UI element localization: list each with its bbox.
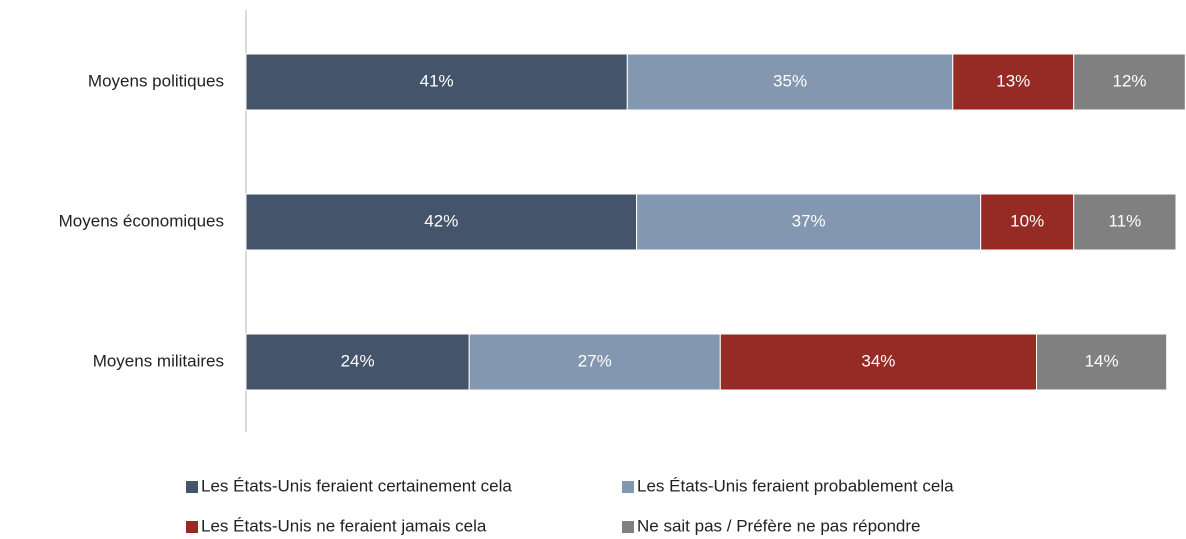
legend-label: Les États-Unis ne feraient jamais cela bbox=[201, 516, 487, 535]
bar-segment bbox=[636, 193, 982, 251]
legend-label: Les États-Unis feraient probablement cel… bbox=[637, 476, 954, 495]
data-label: 35% bbox=[773, 71, 807, 90]
bar-segment bbox=[468, 333, 721, 391]
data-label: 24% bbox=[341, 351, 375, 370]
legend-swatch bbox=[622, 521, 634, 533]
bar-segment bbox=[245, 53, 628, 111]
legend-label: Ne sait pas / Préfère ne pas répondre bbox=[637, 516, 921, 535]
data-label: 11% bbox=[1108, 211, 1141, 230]
bar-segment bbox=[719, 333, 1037, 391]
y-tick-label: Moyens militaires bbox=[93, 351, 224, 370]
bar-segment bbox=[1073, 53, 1186, 111]
bar-segment bbox=[245, 333, 470, 391]
data-label: 41% bbox=[420, 71, 454, 90]
legend-swatch bbox=[622, 481, 634, 493]
data-label: 42% bbox=[424, 211, 458, 230]
y-tick-label: Moyens économiques bbox=[59, 211, 224, 230]
bar-segment bbox=[626, 53, 954, 111]
bar-segment bbox=[1073, 193, 1177, 251]
data-label: 27% bbox=[578, 351, 612, 370]
legend-swatch bbox=[186, 521, 198, 533]
data-label: 13% bbox=[996, 71, 1030, 90]
bar-segment bbox=[952, 53, 1075, 111]
data-label: 10% bbox=[1010, 211, 1044, 230]
data-label: 12% bbox=[1112, 71, 1146, 90]
data-label: 34% bbox=[861, 351, 895, 370]
bar-segment bbox=[1036, 333, 1168, 391]
y-tick-label: Moyens politiques bbox=[88, 71, 224, 90]
data-label: 14% bbox=[1085, 351, 1119, 370]
legend-label: Les États-Unis feraient certainement cel… bbox=[201, 476, 512, 495]
data-label: 37% bbox=[792, 211, 826, 230]
legend-swatch bbox=[186, 481, 198, 493]
